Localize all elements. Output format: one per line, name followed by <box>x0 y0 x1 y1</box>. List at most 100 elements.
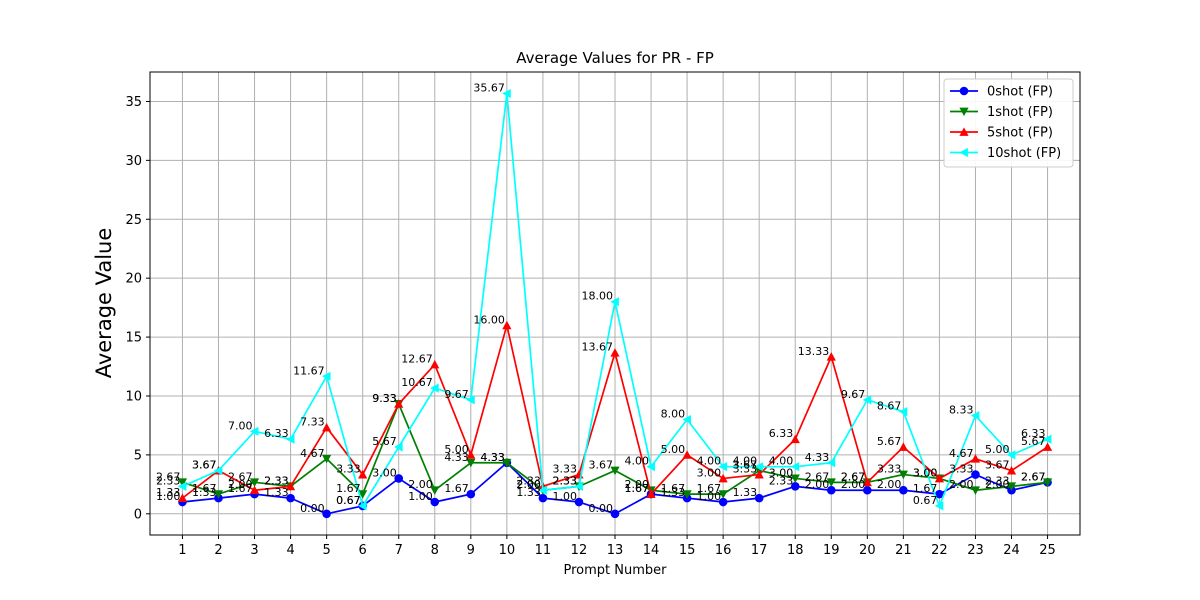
data-label: 6.33 <box>264 427 289 440</box>
data-point <box>249 485 260 495</box>
legend-marker <box>959 127 969 136</box>
data-point <box>394 399 404 408</box>
data-label: 1.67 <box>661 482 686 495</box>
data-label: 12.67 <box>401 353 433 366</box>
data-label: 1.67 <box>336 482 361 495</box>
data-label: 8.33 <box>949 404 974 417</box>
data-point <box>1006 482 1017 491</box>
x-axis-label: Prompt Number <box>564 563 668 578</box>
data-label: 3.67 <box>192 459 217 472</box>
x-tick-label: 11 <box>535 543 552 558</box>
data-point <box>177 493 188 503</box>
y-axis-label: Average Value <box>92 228 116 379</box>
data-label: 2.00 <box>985 478 1010 491</box>
data-label: 2.33 <box>552 474 577 487</box>
x-tick-label: 20 <box>859 543 876 558</box>
data-point <box>1042 478 1053 487</box>
x-tick-label: 5 <box>322 543 330 558</box>
legend-label: 1shot (FP) <box>987 105 1053 120</box>
data-label: 9.67 <box>841 388 866 401</box>
data-label: 1.00 <box>408 490 433 503</box>
data-point <box>826 352 836 361</box>
data-label: 2.67 <box>1021 470 1046 483</box>
legend-marker <box>959 86 969 96</box>
data-label: 1.33 <box>733 486 758 499</box>
data-label: 4.00 <box>769 455 794 468</box>
data-point <box>394 442 403 452</box>
data-label: 2.33 <box>985 474 1010 487</box>
data-point <box>754 493 764 503</box>
data-point <box>970 486 981 495</box>
data-point <box>430 486 440 495</box>
x-tick-label: 3 <box>250 543 258 558</box>
data-label: 2.33 <box>516 474 541 487</box>
data-point <box>574 481 583 491</box>
data-label: 3.67 <box>192 459 217 472</box>
data-label: 16.00 <box>473 313 505 326</box>
data-point <box>682 490 692 499</box>
data-point <box>1042 442 1053 451</box>
data-point <box>610 509 620 519</box>
data-point <box>574 497 584 507</box>
data-label: 2.00 <box>408 478 433 491</box>
data-labels: 1.00 1.33 1.67 1.330.000.673.001.001.674.33… <box>156 82 1046 515</box>
data-label: 1.67 <box>913 482 938 495</box>
data-label: 1.00 <box>697 490 722 503</box>
data-point <box>466 395 475 405</box>
data-point <box>358 490 368 499</box>
data-point <box>502 88 511 99</box>
x-tick-label: 9 <box>467 543 475 558</box>
data-label: 1.67 <box>192 482 217 495</box>
data-label: 2.00 <box>516 478 541 491</box>
data-label: 1.67 <box>444 482 469 495</box>
data-label: 3.33 <box>877 463 902 476</box>
data-label: 3.00 <box>697 466 722 479</box>
data-point <box>177 481 187 491</box>
data-label: 2.67 <box>805 470 830 483</box>
data-point <box>790 462 800 472</box>
data-label: 7.00 <box>228 419 253 432</box>
legend-marker <box>959 107 969 117</box>
legend: 0shot (FP) 1shot (FP) 5shot (FP) 10shot (FP… <box>943 78 1074 168</box>
data-point <box>466 458 476 468</box>
data-point <box>934 501 944 511</box>
y-tick-label: 20 <box>125 272 142 287</box>
data-label: 3.33 <box>733 463 758 476</box>
data-label: 2.33 <box>156 474 181 487</box>
data-label: 2.00 <box>877 478 902 491</box>
data-label: 2.33 <box>264 474 289 487</box>
data-label: 3.00 <box>913 466 938 479</box>
data-point <box>970 411 980 421</box>
data-point <box>682 450 692 459</box>
data-point <box>862 395 872 405</box>
data-point <box>862 477 872 487</box>
data-label: 8.00 <box>661 408 686 421</box>
data-point <box>682 414 692 425</box>
data-point <box>1042 434 1052 444</box>
data-label: 3.00 <box>913 466 938 479</box>
data-point <box>935 489 944 499</box>
data-point <box>826 478 836 487</box>
data-point <box>646 462 655 472</box>
data-label: 1.67 <box>625 482 650 495</box>
data-point <box>322 454 332 464</box>
data-label: 1.67 <box>228 482 253 495</box>
data-label: 4.67 <box>300 447 325 460</box>
data-point <box>285 434 295 444</box>
x-tick-label: 4 <box>286 543 294 558</box>
legend-label: 0shot (FP) <box>987 85 1053 100</box>
data-label: 4.00 <box>733 455 758 468</box>
axes: 1 2 3 4 5 6 7 8 9 10 11 12 13 14 15 16 17 18 19 20 21 22 23 24 2… <box>125 95 1055 558</box>
x-tick-label: 6 <box>359 543 367 558</box>
data-label: 2.00 <box>228 478 253 491</box>
data-label: 2.33 <box>552 474 577 487</box>
data-point <box>899 485 908 495</box>
data-label: 5.00 <box>444 443 469 456</box>
data-point <box>718 490 728 499</box>
data-point <box>430 383 439 393</box>
data-point <box>358 501 367 511</box>
data-point <box>826 485 836 495</box>
x-tick-label: 24 <box>1003 543 1020 558</box>
